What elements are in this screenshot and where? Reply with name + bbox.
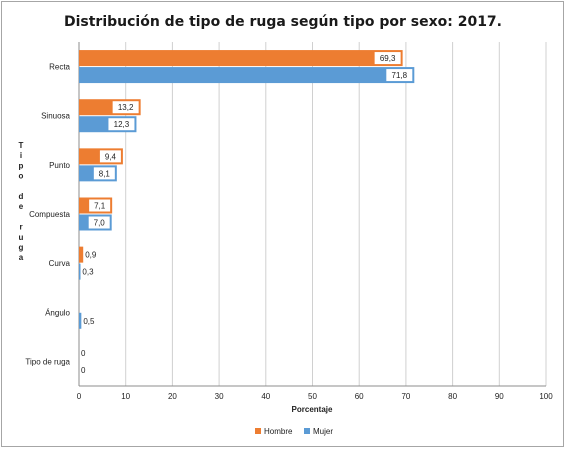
data-label-box [89, 199, 111, 212]
bar [79, 50, 403, 67]
data-label: 12,3 [114, 120, 130, 129]
y-axis-title-char: p [19, 161, 24, 170]
category-label: Recta [49, 63, 70, 72]
x-tick-label: 80 [448, 392, 457, 401]
legend-label: Mujer [313, 427, 333, 436]
y-axis-title-char: g [19, 243, 24, 252]
x-tick-label: 50 [308, 392, 317, 401]
y-axis-title-char: d [19, 192, 24, 201]
y-axis-title-char: a [19, 253, 24, 262]
data-label-box [93, 167, 115, 180]
bars: 69,3 71,8 13,2 12,3 9,4 8,1 7,1 7,0 0,9 0,3 0,5 0 0 [79, 50, 415, 375]
data-label: 0,9 [85, 251, 97, 260]
legend: Hombre Mujer [255, 427, 333, 436]
x-tick-label: 70 [401, 392, 410, 401]
data-label-box [386, 69, 413, 82]
bar [79, 263, 81, 280]
x-tick-label: 10 [121, 392, 130, 401]
y-axis-title-char: o [19, 172, 24, 181]
data-label-box [374, 52, 401, 65]
category-label: Compuesta [29, 210, 70, 219]
data-label: 0,5 [83, 317, 95, 326]
x-tick-label: 20 [168, 392, 177, 401]
x-tick-label: 0 [77, 392, 82, 401]
chart-title: Distribución de tipo de ruga según tipo … [64, 14, 502, 30]
x-axis-title: Porcentaje [292, 405, 333, 414]
y-axis-title-char: e [19, 202, 24, 211]
category-label: Punto [49, 161, 70, 170]
bar [79, 312, 82, 329]
data-label: 71,8 [392, 71, 408, 80]
x-tick-label: 60 [355, 392, 364, 401]
y-axis-title-char: T [19, 141, 24, 150]
data-label: 0 [81, 366, 86, 375]
data-label-box [112, 101, 139, 114]
x-tick-label: 30 [215, 392, 224, 401]
data-label: 7,0 [94, 219, 106, 228]
x-tick-label: 100 [539, 392, 553, 401]
gridlines [78, 42, 547, 387]
y-axis-title-char: i [20, 151, 22, 160]
y-axis-title-char: u [19, 233, 24, 242]
data-label: 13,2 [118, 103, 134, 112]
bar [79, 246, 84, 263]
legend-swatch [304, 428, 310, 434]
legend-swatch [255, 428, 261, 434]
data-label: 7,1 [94, 202, 106, 211]
x-axis-ticks: 0 10 20 30 40 50 60 70 80 90 100 [77, 392, 553, 401]
bar [79, 67, 415, 84]
data-label: 0 [81, 349, 86, 358]
data-label: 8,1 [99, 169, 111, 178]
data-label-box [108, 118, 135, 131]
x-tick-label: 90 [495, 392, 504, 401]
x-tick-label: 40 [261, 392, 270, 401]
data-label-box [88, 216, 110, 229]
y-axis-title-char: r [19, 223, 22, 232]
data-label: 69,3 [380, 54, 396, 63]
data-label: 9,4 [105, 152, 117, 161]
category-label: Tipo de ruga [25, 357, 70, 366]
category-label: Curva [49, 259, 71, 268]
category-labels: Recta Sinuosa Punto Compuesta Curva Ángulo Tip… [25, 63, 70, 367]
data-label-box [99, 150, 121, 163]
legend-label: Hombre [264, 427, 293, 436]
data-label: 0,3 [82, 268, 94, 277]
y-axis-title: Tipo de ruga [19, 141, 24, 262]
category-label: Sinuosa [41, 112, 70, 121]
category-label: Ángulo [45, 308, 70, 317]
